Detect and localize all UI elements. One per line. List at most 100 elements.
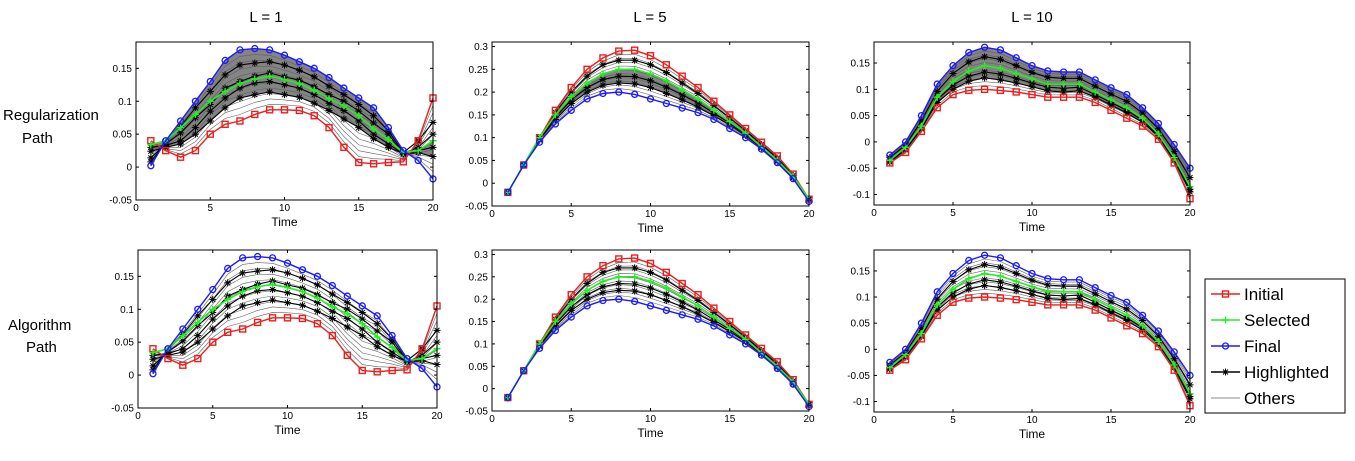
data-point-initial	[726, 111, 734, 119]
data-point-final	[694, 108, 702, 117]
y-tick-label: 0.15	[469, 110, 489, 121]
data-point-highlighted	[949, 81, 957, 89]
data-point-selected	[1060, 80, 1068, 88]
data-point-selected	[551, 318, 559, 326]
x-tick-label: 10	[1026, 415, 1038, 426]
y-tick-label: 0	[864, 137, 870, 148]
data-point-final	[265, 46, 274, 54]
data-point-selected	[179, 332, 187, 340]
data-point-selected	[710, 313, 718, 321]
data-point-highlighted	[373, 343, 381, 351]
data-point-initial	[355, 158, 363, 167]
x-tick-label: 10	[645, 209, 657, 220]
data-point-highlighted	[1139, 317, 1147, 325]
data-point-initial	[615, 47, 623, 55]
data-point-initial	[1059, 301, 1068, 309]
data-point-selected	[1044, 80, 1052, 88]
y-tick-label: 0.1	[856, 293, 870, 304]
data-point-highlighted	[1028, 276, 1036, 284]
data-point-selected	[295, 79, 303, 87]
data-point-selected	[266, 72, 274, 80]
y-tick-label: 0.05	[469, 156, 489, 167]
data-point-highlighted	[328, 307, 336, 315]
data-point-initial	[1091, 98, 1099, 107]
x-tick-label: 10	[1026, 208, 1038, 219]
data-point-final	[551, 326, 560, 335]
data-point-selected	[373, 333, 381, 341]
data-point-highlighted	[1170, 147, 1178, 155]
data-point-highlighted	[678, 298, 686, 306]
data-point-final	[340, 84, 348, 92]
legend-marker-highlighted	[1222, 368, 1229, 376]
data-point-initial	[567, 83, 575, 92]
data-point-initial	[583, 273, 591, 281]
data-point-highlighted	[209, 315, 217, 323]
data-point-initial	[1123, 114, 1131, 122]
data-point-highlighted	[599, 81, 607, 89]
data-point-highlighted	[149, 355, 157, 363]
data-point-highlighted	[239, 292, 247, 300]
data-point-selected	[1060, 288, 1068, 296]
data-point-final	[221, 56, 229, 65]
data-point-final	[1059, 276, 1068, 284]
data-point-final	[194, 305, 202, 313]
legend-label-final: Final	[1244, 337, 1281, 356]
data-point-highlighted	[599, 283, 607, 291]
data-point-initial	[253, 318, 262, 327]
x-tick-label: 0	[871, 208, 877, 219]
data-point-highlighted	[388, 351, 396, 359]
data-point-highlighted	[1028, 290, 1036, 298]
data-point-initial	[1044, 93, 1052, 101]
data-point-final	[886, 358, 894, 367]
data-point-selected	[1091, 296, 1099, 304]
data-point-highlighted	[340, 97, 348, 105]
data-point-highlighted	[236, 94, 244, 102]
data-point-final	[268, 254, 277, 262]
data-point-highlighted	[373, 327, 381, 335]
data-point-highlighted	[981, 53, 989, 61]
y-tick-label: 0.2	[474, 88, 488, 99]
data-point-final	[1012, 262, 1020, 270]
data-point-highlighted	[147, 154, 155, 162]
series-line-final	[152, 255, 438, 388]
data-point-selected	[239, 287, 247, 295]
data-point-initial	[1075, 301, 1084, 309]
row-label-algorithm-path: Path	[26, 339, 57, 356]
data-point-selected	[678, 86, 686, 94]
data-point-final	[191, 97, 200, 105]
data-point-final	[726, 331, 734, 339]
data-point-selected	[1139, 114, 1147, 122]
data-point-highlighted	[281, 81, 288, 89]
legend-marker-final	[1221, 342, 1230, 350]
data-point-final	[1107, 84, 1115, 92]
y-tick-label: -0.05	[847, 164, 870, 175]
data-point-initial	[298, 314, 307, 323]
data-point-highlighted	[343, 305, 351, 313]
data-point-highlighted	[328, 314, 336, 322]
data-point-highlighted	[295, 84, 303, 92]
data-point-final	[358, 302, 366, 310]
y-tick-label: 0	[482, 384, 488, 395]
series-line-others	[150, 98, 434, 161]
data-point-highlighted	[631, 264, 639, 272]
data-point-highlighted	[295, 66, 303, 74]
data-point-final	[399, 146, 407, 155]
data-point-selected	[615, 65, 623, 73]
data-point-final	[615, 295, 623, 303]
x-tick-label: 10	[279, 203, 291, 214]
data-point-selected	[536, 134, 544, 142]
data-point-highlighted	[340, 106, 348, 114]
data-point-highlighted	[284, 289, 291, 297]
data-point-final	[206, 77, 214, 86]
data-point-highlighted	[583, 295, 591, 303]
data-point-initial	[325, 123, 333, 132]
data-point-highlighted	[269, 266, 277, 274]
data-point-highlighted	[647, 77, 654, 85]
data-point-initial	[980, 293, 989, 301]
x-tick-label: 10	[645, 414, 657, 425]
data-point-highlighted	[310, 99, 318, 107]
y-tick-label: 0	[126, 163, 132, 174]
data-point-final	[535, 138, 544, 146]
data-point-final	[236, 46, 244, 54]
data-point-final	[162, 137, 170, 145]
